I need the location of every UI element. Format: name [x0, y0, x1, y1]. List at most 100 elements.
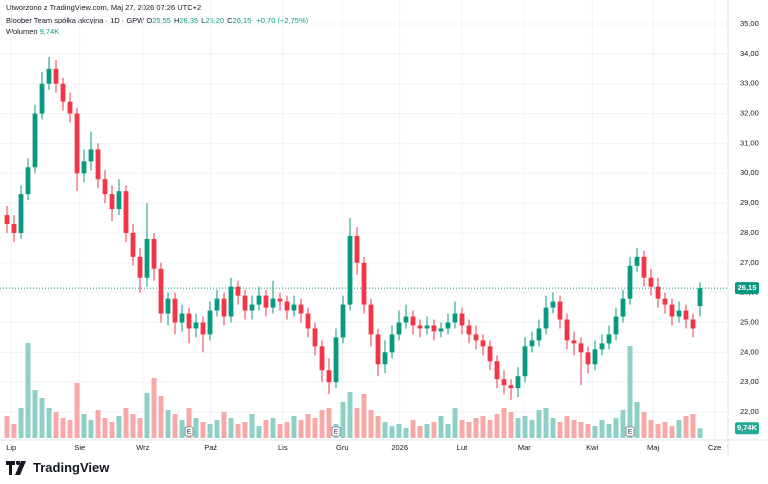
volume-bar [487, 420, 493, 438]
candle-body [522, 346, 528, 377]
candle-body [494, 361, 500, 380]
y-tick-label: 25,00 [740, 317, 759, 326]
last-price-label: 26,15 [738, 283, 757, 292]
candle-body [284, 301, 290, 311]
volume-bar [263, 420, 269, 438]
y-tick-label: 28,00 [740, 228, 759, 237]
volume-bar [179, 420, 185, 438]
volume-bar [606, 424, 612, 438]
candle-body [39, 83, 45, 114]
candle-body [60, 83, 66, 102]
volume-bar [648, 420, 654, 438]
volume-bar [662, 422, 668, 438]
volume-bar [669, 426, 675, 438]
volume-bar [235, 424, 241, 438]
volume-bar [557, 422, 563, 438]
created-note: Utworzono z TradingView.com, Maj 27, 202… [6, 3, 202, 12]
event-label: E [628, 429, 633, 436]
volume-bar [291, 416, 297, 438]
candle-body [396, 322, 402, 335]
volume-bar [480, 416, 486, 438]
candle-body [655, 286, 661, 299]
volume-bar [578, 422, 584, 438]
candle-body [18, 194, 24, 233]
candle-body [137, 256, 143, 278]
candle-body [403, 316, 409, 323]
candle-body [641, 256, 647, 278]
candle-body [599, 343, 605, 350]
candle-body [158, 268, 164, 314]
volume-bar [123, 408, 129, 438]
volume-bar [53, 412, 59, 438]
last-price-box [735, 282, 759, 295]
change: +0,70 (+2,75%) [256, 16, 309, 25]
candle-body [32, 113, 38, 168]
candle-body [102, 179, 108, 195]
volume-bar [200, 422, 206, 438]
candle-body [620, 298, 626, 317]
candle-body [88, 149, 94, 162]
candle-body [340, 304, 346, 338]
candle-body [172, 298, 178, 323]
volume-bar [193, 418, 199, 438]
volume-bar [655, 424, 661, 438]
volume-bar [536, 410, 542, 438]
candle-body [193, 322, 199, 329]
volume-bar [431, 422, 437, 438]
candle-body [557, 301, 563, 320]
candle-body [669, 304, 675, 317]
candle-body [683, 310, 689, 320]
candle-body [445, 322, 451, 329]
candle-body [347, 235, 353, 305]
volume-bar [508, 412, 514, 438]
volume-bar [109, 422, 115, 438]
candle-body [25, 167, 31, 195]
volume-bar [249, 414, 255, 438]
candle-body [690, 319, 696, 329]
ohlc-value: 26,35 [179, 16, 199, 25]
volume-bar [172, 414, 178, 438]
volume-value: 9,74K [39, 27, 60, 36]
candle-body [585, 352, 591, 365]
volume-bar [445, 424, 451, 438]
volume-bar [620, 410, 626, 438]
volume-bar [312, 418, 318, 438]
candle-body [11, 224, 17, 233]
volume-bar [270, 418, 276, 438]
candle-body [382, 352, 388, 365]
volume-bar [592, 426, 598, 438]
volume-bar [389, 426, 395, 438]
y-tick-label: 30,00 [740, 168, 759, 177]
volume-bar [81, 414, 87, 438]
candle-body [501, 379, 507, 386]
volume-bar [361, 394, 367, 438]
candle-body [410, 316, 416, 326]
candle-body [144, 238, 150, 278]
candle-body [249, 304, 255, 311]
volume-bar [347, 392, 353, 438]
candle-body [81, 161, 87, 174]
candle-body [151, 238, 157, 269]
volume-bar [326, 408, 332, 438]
volume-bar [571, 420, 577, 438]
candle-body [473, 334, 479, 341]
volume-bar [641, 412, 647, 438]
volume-bar [25, 343, 31, 438]
volume-bar [382, 422, 388, 438]
x-tick-label: Cze [708, 443, 721, 452]
candle-body [130, 232, 136, 257]
candle-body [361, 262, 367, 305]
candle-body [67, 101, 73, 114]
candle-body [466, 325, 472, 335]
y-tick-label: 35,00 [740, 19, 759, 28]
volume-bar [599, 420, 605, 438]
x-tick-label: Lut [457, 443, 468, 452]
candle-body [375, 334, 381, 365]
candle-body [263, 295, 269, 308]
volume-bar [67, 420, 73, 438]
candle-body [578, 343, 584, 353]
y-tick-label: 34,00 [740, 49, 759, 58]
candle-body [613, 316, 619, 335]
candle-body [298, 304, 304, 314]
volume-bar [39, 398, 45, 438]
